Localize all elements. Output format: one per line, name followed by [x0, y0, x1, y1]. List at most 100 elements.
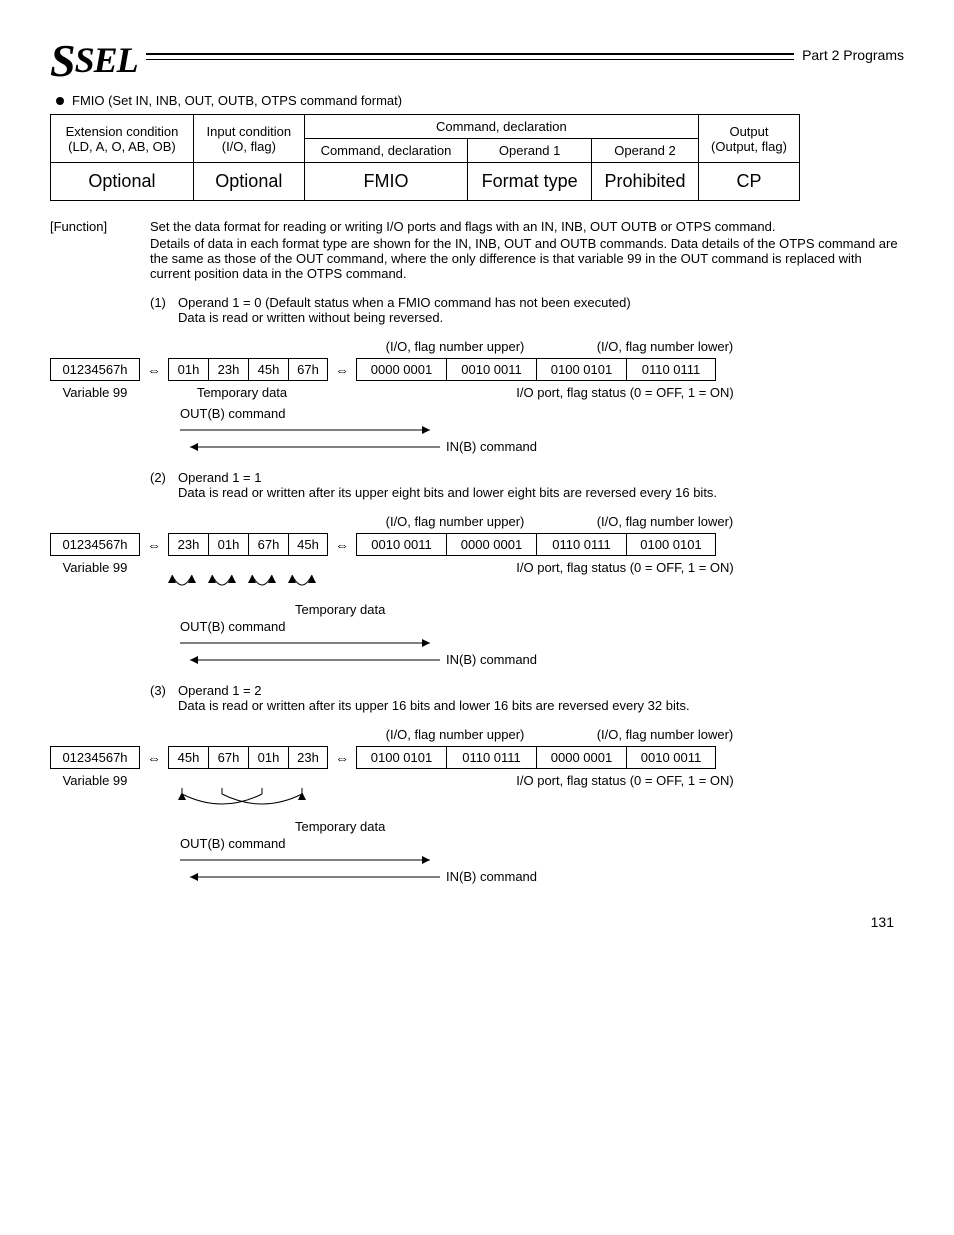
logo-rest: SEL — [75, 40, 138, 80]
d1-in-label: IN(B) command — [446, 439, 537, 454]
part-label: Part 2 Programs — [802, 47, 904, 63]
d2-out-label: OUT(B) command — [180, 619, 904, 634]
row-op2: Prohibited — [592, 163, 699, 201]
d1-bin-3: 0110 0111 — [626, 358, 716, 381]
th-extension: Extension condition (LD, A, O, AB, OB) — [51, 115, 194, 163]
logo-s: S — [50, 34, 75, 87]
case2-title: Operand 1 = 1 — [178, 470, 717, 485]
arrow-icon: ⇔ — [334, 537, 350, 553]
d2-var99: Variable 99 — [50, 560, 140, 575]
th-cmd: Command, declaration — [304, 139, 467, 163]
arrow-icon: ⇔ — [146, 362, 162, 378]
d2-hex-2: 67h — [248, 533, 288, 556]
d2-bin-0: 0010 0011 — [356, 533, 446, 556]
th-input-l2: (I/O, flag) — [200, 139, 298, 154]
d1-bin-group: 0000 0001 0010 0011 0100 0101 0110 0111 — [356, 358, 716, 381]
th-output-l1: Output — [705, 124, 793, 139]
d1-var99: Variable 99 — [50, 385, 140, 400]
function-p1: Set the data format for reading or writi… — [150, 219, 904, 234]
section-title-row: FMIO (Set IN, INB, OUT, OUTB, OTPS comma… — [56, 93, 904, 108]
d3-var99: Variable 99 — [50, 773, 140, 788]
row-in: Optional — [193, 163, 304, 201]
function-p2: Details of data in each format type are … — [150, 236, 904, 281]
diagram-1: (I/O, flag number upper) (I/O, flag numb… — [50, 339, 904, 454]
d3-bin-group: 0100 0101 0110 0111 0000 0001 0010 0011 — [356, 746, 716, 769]
d1-flag-upper: (I/O, flag number upper) — [365, 339, 545, 354]
d2-in-label: IN(B) command — [446, 652, 537, 667]
d3-var-box: 01234567h — [50, 746, 140, 769]
d3-temp: Temporary data — [295, 819, 904, 834]
case3-title: Operand 1 = 2 — [178, 683, 690, 698]
arrow-icon: ⇔ — [334, 362, 350, 378]
d2-bin-2: 0110 0111 — [536, 533, 626, 556]
d2-temp: Temporary data — [295, 602, 904, 617]
function-label: [Function] — [50, 219, 150, 281]
diagram-2: (I/O, flag number upper) (I/O, flag numb… — [50, 514, 904, 667]
section-title: FMIO (Set IN, INB, OUT, OUTB, OTPS comma… — [72, 93, 402, 108]
page-number: 131 — [50, 914, 894, 930]
arrow-left-icon — [180, 870, 440, 884]
th-extension-l2: (LD, A, O, AB, OB) — [57, 139, 187, 154]
d2-hex-0: 23h — [168, 533, 208, 556]
d1-hex-1: 23h — [208, 358, 248, 381]
d1-flag-lower: (I/O, flag number lower) — [575, 339, 755, 354]
d3-hex-group: 45h 67h 01h 23h — [168, 746, 328, 769]
d3-hex-2: 01h — [248, 746, 288, 769]
d3-bin-0: 0100 0101 — [356, 746, 446, 769]
d2-var-box: 01234567h — [50, 533, 140, 556]
row-ext: Optional — [51, 163, 194, 201]
th-input-l1: Input condition — [200, 124, 298, 139]
command-table: Extension condition (LD, A, O, AB, OB) I… — [50, 114, 800, 201]
case1-sub: Data is read or written without being re… — [178, 310, 631, 325]
row-cmd: FMIO — [304, 163, 467, 201]
logo: SSEL — [50, 30, 138, 83]
d1-out-label: OUT(B) command — [180, 406, 904, 421]
d2-flag-upper: (I/O, flag number upper) — [365, 514, 545, 529]
d3-bin-1: 0110 0111 — [446, 746, 536, 769]
bullet-icon — [56, 97, 64, 105]
case3-sub: Data is read or written after its upper … — [178, 698, 690, 713]
d2-iostat: I/O port, flag status (0 = OFF, 1 = ON) — [346, 560, 904, 575]
d3-bin-2: 0000 0001 — [536, 746, 626, 769]
row-op1: Format type — [468, 163, 592, 201]
d2-bin-group: 0010 0011 0000 0001 0110 0111 0100 0101 — [356, 533, 716, 556]
th-input: Input condition (I/O, flag) — [193, 115, 304, 163]
arrow-right-icon — [180, 636, 440, 650]
d3-flag-upper: (I/O, flag number upper) — [365, 727, 545, 742]
th-cmd-decl: Command, declaration — [304, 115, 698, 139]
d1-temp: Temporary data — [162, 385, 322, 400]
diagram-3: (I/O, flag number upper) (I/O, flag numb… — [50, 727, 904, 884]
case2: (2) Operand 1 = 1 Data is read or writte… — [150, 470, 904, 500]
function-text: Set the data format for reading or writi… — [150, 219, 904, 281]
d2-bin-1: 0000 0001 — [446, 533, 536, 556]
case2-num: (2) — [150, 470, 172, 500]
d3-out-label: OUT(B) command — [180, 836, 904, 851]
function-block: [Function] Set the data format for readi… — [50, 219, 904, 281]
d2-hex-1: 01h — [208, 533, 248, 556]
th-output: Output (Output, flag) — [698, 115, 799, 163]
d2-hex-group: 23h 01h 67h 45h — [168, 533, 328, 556]
d1-hex-2: 45h — [248, 358, 288, 381]
th-extension-l1: Extension condition — [57, 124, 187, 139]
d1-hex-group: 01h 23h 45h 67h — [168, 358, 328, 381]
arrow-right-icon — [180, 853, 440, 867]
d3-iostat: I/O port, flag status (0 = OFF, 1 = ON) — [346, 773, 904, 788]
arrow-icon: ⇔ — [146, 750, 162, 766]
arrow-left-icon — [180, 440, 440, 454]
page-header: SSEL Part 2 Programs — [50, 30, 904, 83]
d1-hex-0: 01h — [168, 358, 208, 381]
case1: (1) Operand 1 = 0 (Default status when a… — [150, 295, 904, 325]
case3: (3) Operand 1 = 2 Data is read or writte… — [150, 683, 904, 713]
d3-bin-3: 0010 0011 — [626, 746, 716, 769]
d1-hex-3: 67h — [288, 358, 328, 381]
d3-hex-1: 67h — [208, 746, 248, 769]
d1-bin-0: 0000 0001 — [356, 358, 446, 381]
th-output-l2: (Output, flag) — [705, 139, 793, 154]
d3-hex-0: 45h — [168, 746, 208, 769]
header-rule — [146, 53, 794, 60]
d1-iostat: I/O port, flag status (0 = OFF, 1 = ON) — [346, 385, 904, 400]
arrow-icon: ⇔ — [334, 750, 350, 766]
d3-hex-3: 23h — [288, 746, 328, 769]
th-op1: Operand 1 — [468, 139, 592, 163]
arrow-left-icon — [180, 653, 440, 667]
